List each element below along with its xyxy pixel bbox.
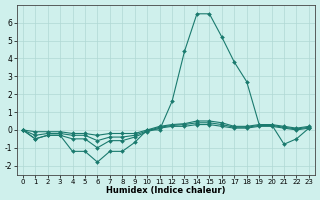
X-axis label: Humidex (Indice chaleur): Humidex (Indice chaleur) [106,186,226,195]
